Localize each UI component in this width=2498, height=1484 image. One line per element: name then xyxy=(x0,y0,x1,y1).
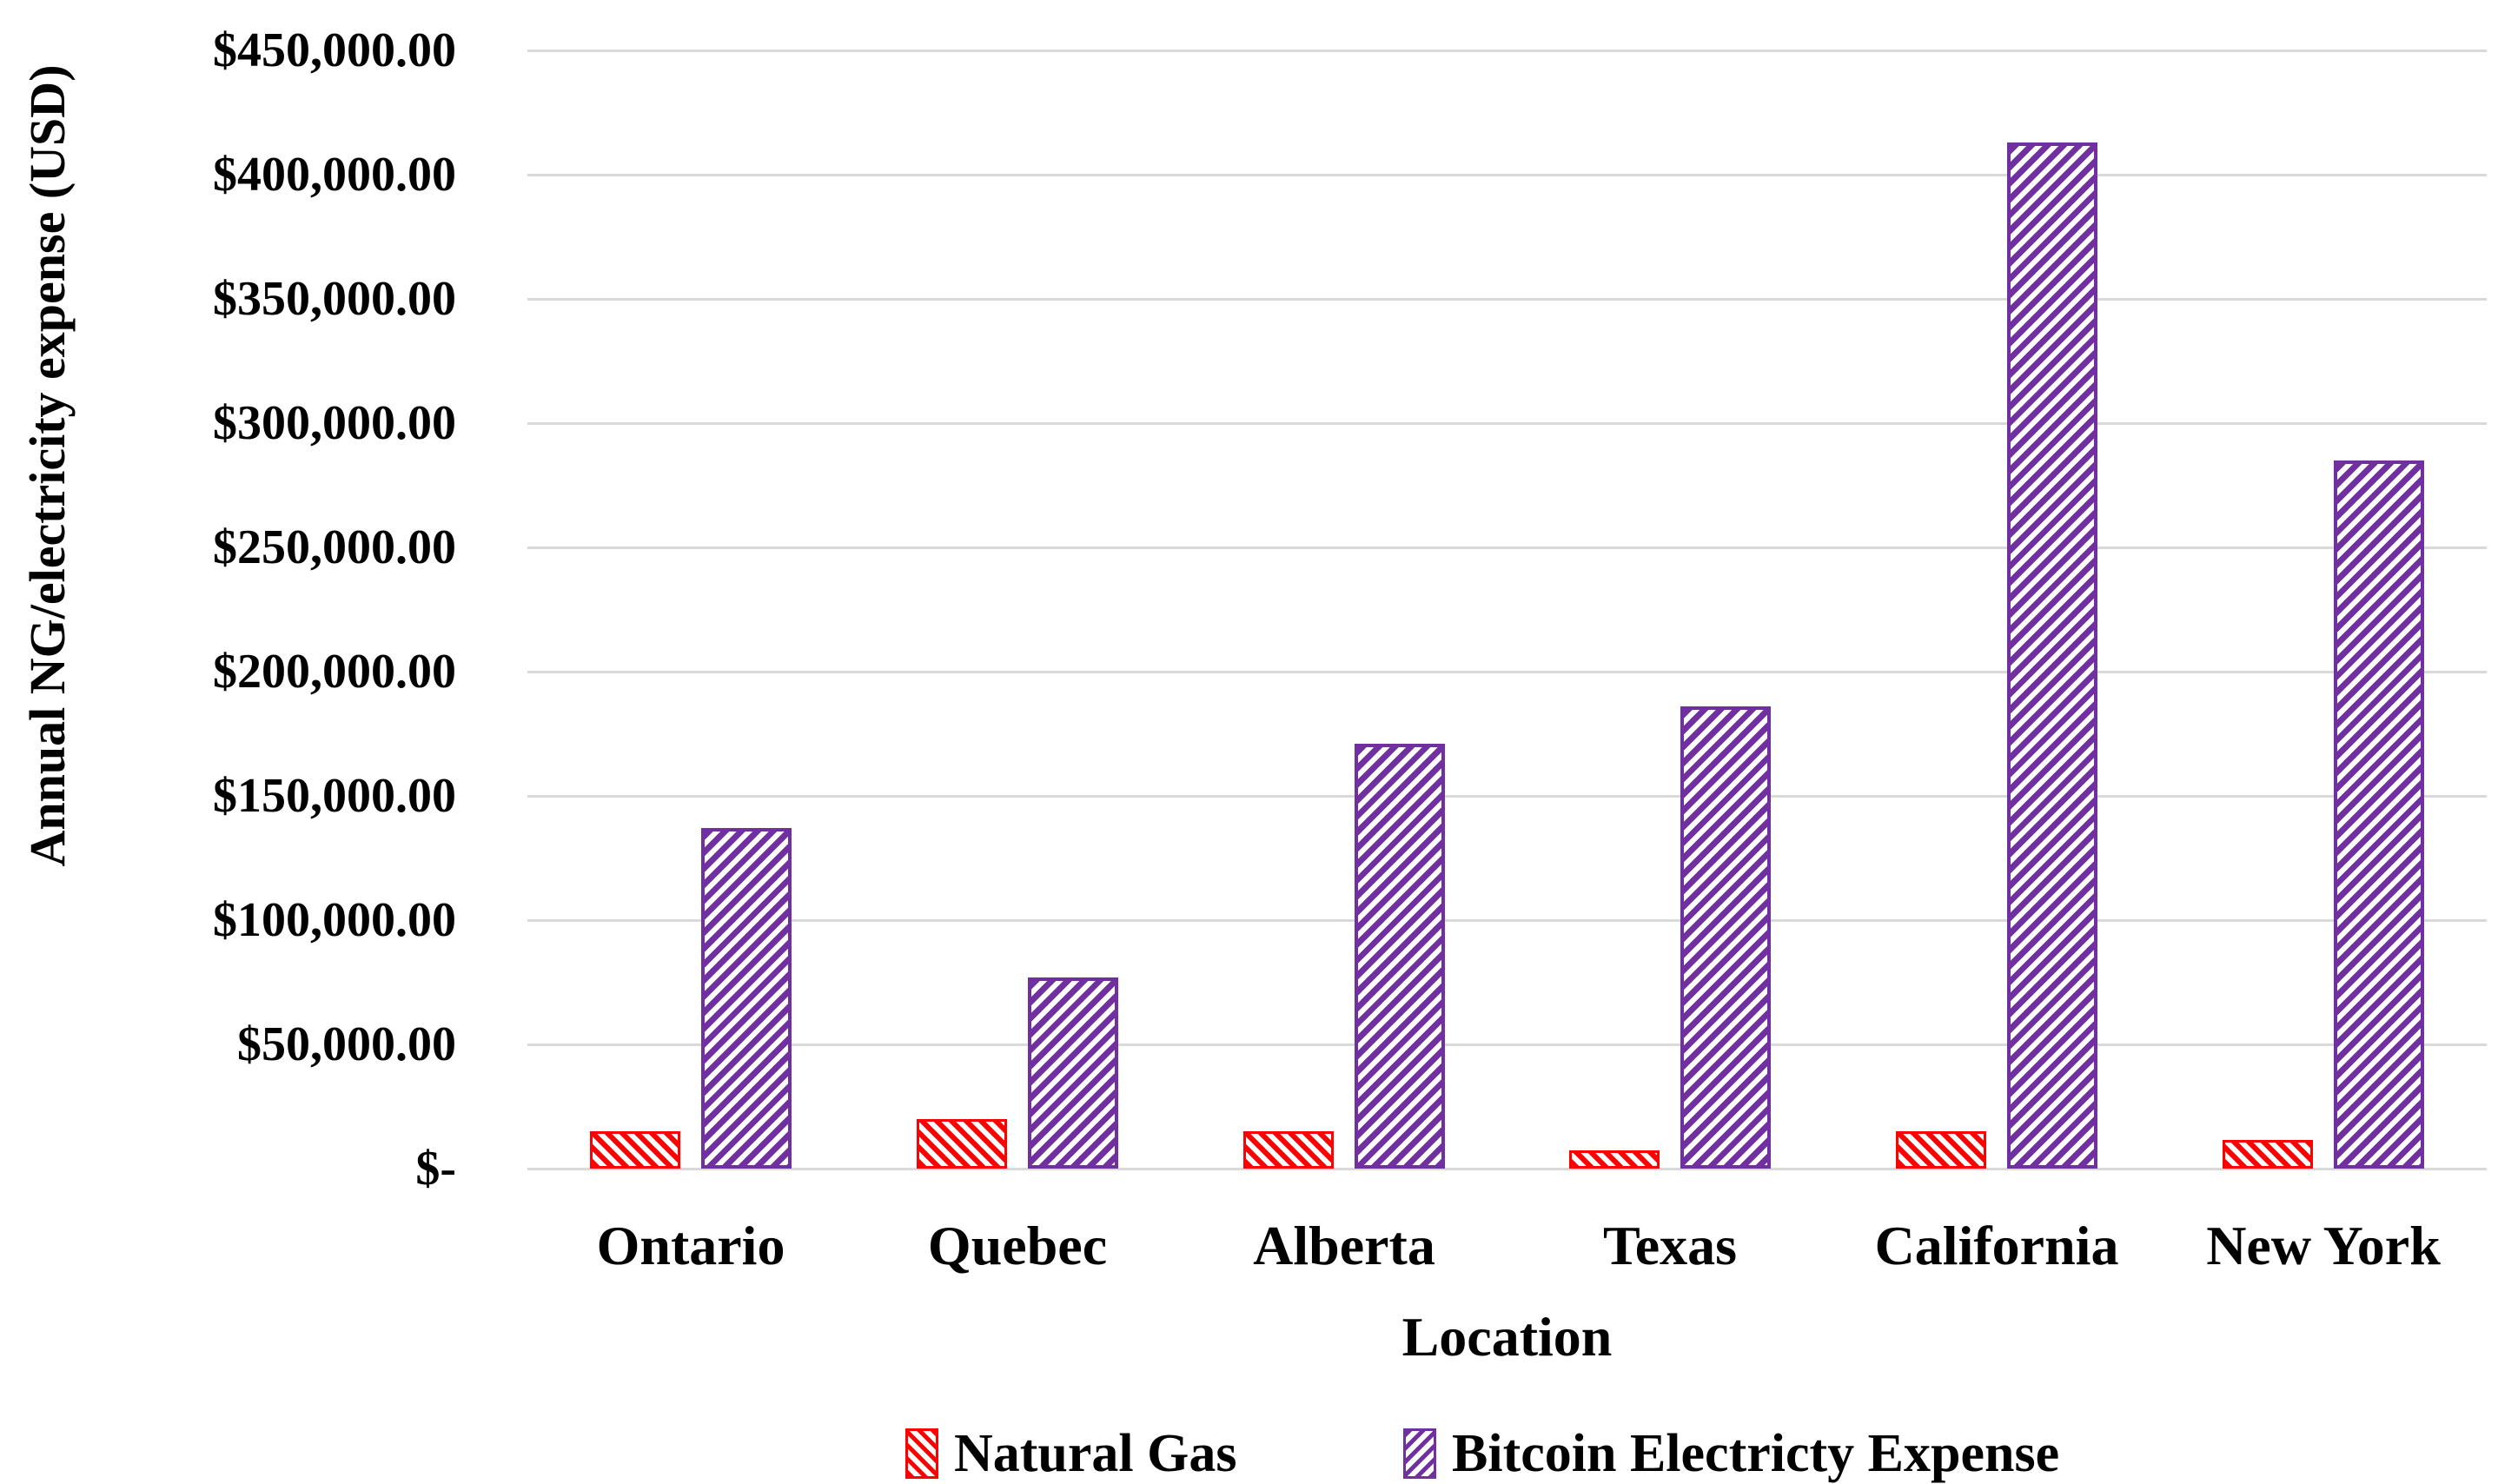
y-tick-label: $400,000.00 xyxy=(213,148,456,202)
legend-label-natural-gas: Natural Gas xyxy=(954,1424,1237,1483)
gridline xyxy=(527,298,2487,301)
x-label-california: California xyxy=(1874,1215,2119,1276)
gridline xyxy=(527,547,2487,549)
gridline xyxy=(527,1043,2487,1046)
legend-swatch-natural-gas xyxy=(905,1428,938,1479)
x-label-texas: Texas xyxy=(1602,1215,1738,1276)
x-axis-baseline xyxy=(527,1168,2487,1170)
bar-bitcoin-electricty-expense-new-york xyxy=(2334,460,2424,1169)
y-tick-label: $300,000.00 xyxy=(213,396,456,450)
x-label-alberta: Alberta xyxy=(1253,1215,1435,1276)
gridline xyxy=(527,795,2487,798)
gridline xyxy=(527,50,2487,52)
bar-bitcoin-electricty-expense-texas xyxy=(1680,706,1771,1169)
bar-natural-gas-alberta xyxy=(1243,1131,1334,1169)
legend-swatch-bitcoin-electricty-expense xyxy=(1403,1428,1436,1479)
legend-item-bitcoin-electricty-expense: Bitcoin Electricty Expense xyxy=(1403,1423,2059,1484)
bar-natural-gas-texas xyxy=(1569,1150,1660,1169)
gridline xyxy=(527,174,2487,176)
gridline xyxy=(527,671,2487,673)
bar-natural-gas-quebec xyxy=(917,1119,1007,1169)
x-label-new-york: New York xyxy=(2206,1215,2441,1276)
plot-area xyxy=(527,50,2487,1170)
bar-bitcoin-electricty-expense-ontario xyxy=(701,828,792,1169)
x-label-quebec: Quebec xyxy=(927,1215,1108,1276)
y-tick-label: $250,000.00 xyxy=(213,520,456,574)
x-label-ontario: Ontario xyxy=(596,1215,785,1276)
bar-bitcoin-electricty-expense-california xyxy=(2007,142,2097,1169)
gridline xyxy=(527,919,2487,922)
bar-natural-gas-new-york xyxy=(2223,1140,2313,1169)
bar-bitcoin-electricty-expense-quebec xyxy=(1028,977,1118,1169)
bar-natural-gas-ontario xyxy=(590,1131,680,1169)
y-tick-label: $350,000.00 xyxy=(213,272,456,326)
legend-item-natural-gas: Natural Gas xyxy=(905,1423,1237,1484)
legend-label-bitcoin-electricty-expense: Bitcoin Electricty Expense xyxy=(1452,1424,2060,1483)
y-tick-label: $50,000.00 xyxy=(237,1017,456,1071)
bar-natural-gas-california xyxy=(1896,1131,1986,1169)
y-tick-label: $450,000.00 xyxy=(213,23,456,77)
y-tick-label: $100,000.00 xyxy=(213,893,456,947)
x-axis-title: Location xyxy=(1401,1306,1613,1368)
bar-bitcoin-electricty-expense-alberta xyxy=(1355,744,1445,1169)
y-tick-label: $200,000.00 xyxy=(213,645,456,699)
gridline xyxy=(527,422,2487,425)
y-tick-label: $- xyxy=(415,1142,456,1196)
y-tick-label: $150,000.00 xyxy=(213,769,456,823)
legend: Natural Gas Bitcoin Electricty Expense xyxy=(0,1423,2498,1484)
